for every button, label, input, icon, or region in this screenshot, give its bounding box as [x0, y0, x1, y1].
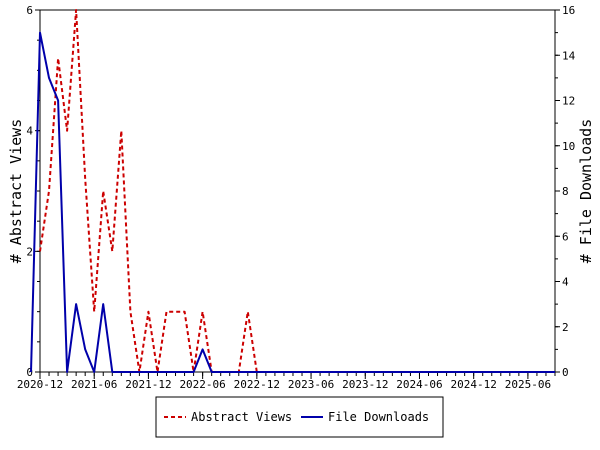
y-right-tick-label: 12	[562, 95, 575, 108]
y-left-tick-label: 4	[26, 125, 33, 138]
x-tick-label: 2022-06	[179, 378, 225, 391]
x-tick-label: 2021-12	[125, 378, 171, 391]
y-right-tick-label: 6	[562, 230, 569, 243]
x-tick-label: 2021-06	[71, 378, 117, 391]
y-right-tick-label: 2	[562, 321, 569, 334]
series-line-file-downloads	[30, 31, 555, 373]
y-axis-left-title: # Abstract Views	[7, 119, 25, 264]
y-left-tick-label: 2	[26, 245, 33, 258]
legend-label: Abstract Views	[191, 410, 292, 424]
x-tick-label: 2025-06	[505, 378, 551, 391]
x-tick-label: 2020-12	[17, 378, 63, 391]
y-right-tick-label: 14	[562, 49, 576, 62]
y-left-tick-label: 6	[26, 4, 33, 17]
y-right-tick-label: 16	[562, 4, 575, 17]
y-axis-right-title: # File Downloads	[577, 119, 595, 264]
y-right-tick-label: 10	[562, 140, 575, 153]
legend-label: File Downloads	[328, 410, 429, 424]
x-tick-label: 2024-06	[396, 378, 442, 391]
x-tick-label: 2022-12	[234, 378, 280, 391]
series-line-abstract-views	[39, 9, 555, 373]
y-right-tick-label: 4	[562, 276, 569, 289]
x-tick-label: 2023-06	[288, 378, 334, 391]
legend: Abstract Views File Downloads	[155, 396, 444, 438]
y-right-tick-label: 8	[562, 185, 569, 198]
y-right-tick-label: 0	[562, 366, 569, 379]
x-tick-label: 2023-12	[342, 378, 388, 391]
axes: 2020-12 2021-06 2021-12 2022-06 2022-12 2023-…	[17, 4, 576, 391]
series-layer	[30, 9, 555, 373]
legend-box	[155, 396, 444, 438]
y-left-tick-label: 0	[26, 366, 33, 379]
x-tick-label: 2024-12	[451, 378, 497, 391]
